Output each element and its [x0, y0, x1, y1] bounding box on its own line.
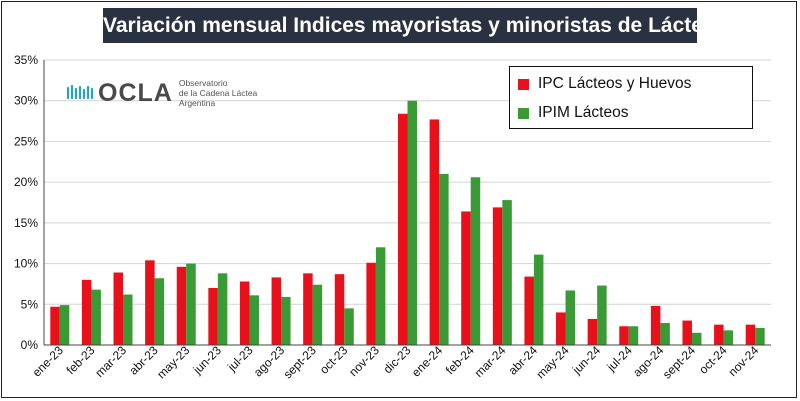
bar-ipim-dic-23 — [407, 100, 417, 346]
bar-ipc-jun-24 — [587, 318, 598, 345]
bar-ipc-jun-23 — [208, 288, 218, 345]
bar-ipc-jul-23 — [239, 281, 250, 345]
bar-ipim-feb-23 — [91, 289, 101, 345]
y-tick-label: 30% — [14, 94, 38, 108]
chart-title: Variación mensual Indices mayoristas y m… — [103, 8, 727, 43]
bar-ipim-sept-23 — [312, 284, 323, 345]
bar-ipim-oct-23 — [344, 308, 354, 345]
legend-item-ipc: IPC Lácteos y Huevos — [518, 74, 691, 94]
x-tick-label: may-24 — [533, 343, 571, 381]
bar-ipc-jul-24 — [619, 326, 629, 345]
x-tick-label: feb-23 — [64, 343, 98, 377]
bar-ipc-abr-24 — [524, 276, 534, 345]
y-tick-label: 20% — [14, 175, 38, 189]
logo-name: OCLA — [98, 78, 173, 107]
logo-line-3: Argentina — [178, 98, 216, 108]
y-tick-label: 15% — [14, 216, 38, 230]
bar-ipc-ago-24 — [650, 305, 661, 345]
bar-ipim-abr-23 — [154, 278, 165, 345]
bar-ipc-ago-23 — [271, 277, 282, 345]
bar-ipc-mar-24 — [492, 207, 503, 345]
logo-line-2: de la Cadena Láctea — [178, 88, 258, 98]
y-tick-label: 5% — [21, 297, 39, 311]
x-tick-label: dic-23 — [381, 343, 414, 376]
logo-line-1: Observatorio — [178, 78, 228, 88]
legend-item-ipim: IPIM Lácteos — [518, 103, 628, 123]
bar-ipim-ene-23 — [59, 305, 70, 345]
legend-label-ipc: IPC Lácteos y Huevos — [538, 75, 692, 92]
y-tick-label: 25% — [14, 134, 38, 148]
bar-ipc-dic-23 — [398, 113, 408, 346]
bar-ipc-mar-23 — [113, 272, 124, 345]
ocla-wave-icon — [66, 84, 94, 100]
x-tick-label: mar-24 — [472, 343, 509, 380]
x-tick-label: ene-24 — [409, 343, 446, 380]
legend-swatch-ipim — [518, 107, 529, 119]
logo-subtitle: Observatorio de la Cadena Láctea Argenti… — [179, 78, 257, 108]
bar-ipc-feb-23 — [81, 279, 92, 345]
bar-ipim-abr-24 — [533, 254, 544, 345]
legend-label-ipim: IPIM Lácteos — [538, 104, 629, 121]
bar-ipc-sept-24 — [682, 320, 692, 345]
bar-ipim-ene-24 — [439, 174, 449, 345]
bar-ipc-ene-24 — [429, 119, 440, 345]
bar-ipc-sept-23 — [303, 273, 313, 345]
bar-ipc-ene-23 — [50, 306, 60, 345]
y-tick-label: 10% — [14, 257, 38, 271]
ocla-logo: OCLA Observatorio de la Cadena Láctea Ar… — [66, 78, 257, 108]
bar-ipim-nov-24 — [755, 327, 765, 345]
bar-ipc-oct-24 — [714, 324, 724, 345]
bar-ipim-oct-24 — [723, 330, 734, 345]
x-tick-label: sept-24 — [660, 343, 698, 381]
bar-ipim-nov-23 — [375, 247, 386, 345]
bar-ipim-jul-23 — [249, 295, 259, 345]
x-tick-label: jun-23 — [190, 343, 224, 377]
bar-ipim-may-24 — [565, 290, 576, 345]
x-tick-label: oct-24 — [696, 343, 730, 377]
x-tick-label: mar-23 — [92, 343, 129, 380]
bar-ipim-mar-23 — [123, 294, 133, 345]
bar-ipim-ago-24 — [660, 323, 670, 345]
x-tick-label: nov-24 — [725, 343, 761, 379]
bar-ipim-mar-24 — [502, 200, 512, 345]
x-tick-label: feb-24 — [443, 343, 477, 377]
bar-ipc-nov-24 — [745, 324, 756, 345]
bar-ipc-oct-23 — [334, 274, 345, 345]
legend-swatch-ipc — [518, 78, 529, 90]
bar-ipc-may-24 — [556, 312, 566, 345]
bar-ipim-ago-23 — [281, 296, 291, 345]
bar-ipc-may-23 — [176, 266, 187, 345]
x-tick-label: sept-23 — [281, 343, 319, 381]
x-tick-label: may-23 — [154, 343, 192, 381]
x-tick-label: nov-23 — [346, 343, 382, 379]
chart-legend: IPC Lácteos y Huevos IPIM Lácteos — [509, 66, 753, 129]
bar-ipc-nov-23 — [366, 262, 376, 345]
y-tick-label: 35% — [14, 53, 38, 67]
bar-ipim-jun-23 — [217, 273, 228, 345]
bar-ipc-feb-24 — [461, 211, 471, 345]
bar-ipim-jun-24 — [597, 285, 607, 345]
bar-ipim-jul-24 — [628, 326, 639, 345]
x-tick-label: oct-23 — [317, 343, 351, 377]
bar-ipc-abr-23 — [145, 260, 155, 345]
x-tick-label: jun-24 — [569, 343, 603, 377]
bar-ipim-may-23 — [186, 263, 196, 345]
y-tick-label: 0% — [21, 338, 39, 352]
bar-ipim-sept-24 — [691, 332, 702, 345]
bar-ipim-feb-24 — [470, 177, 481, 345]
